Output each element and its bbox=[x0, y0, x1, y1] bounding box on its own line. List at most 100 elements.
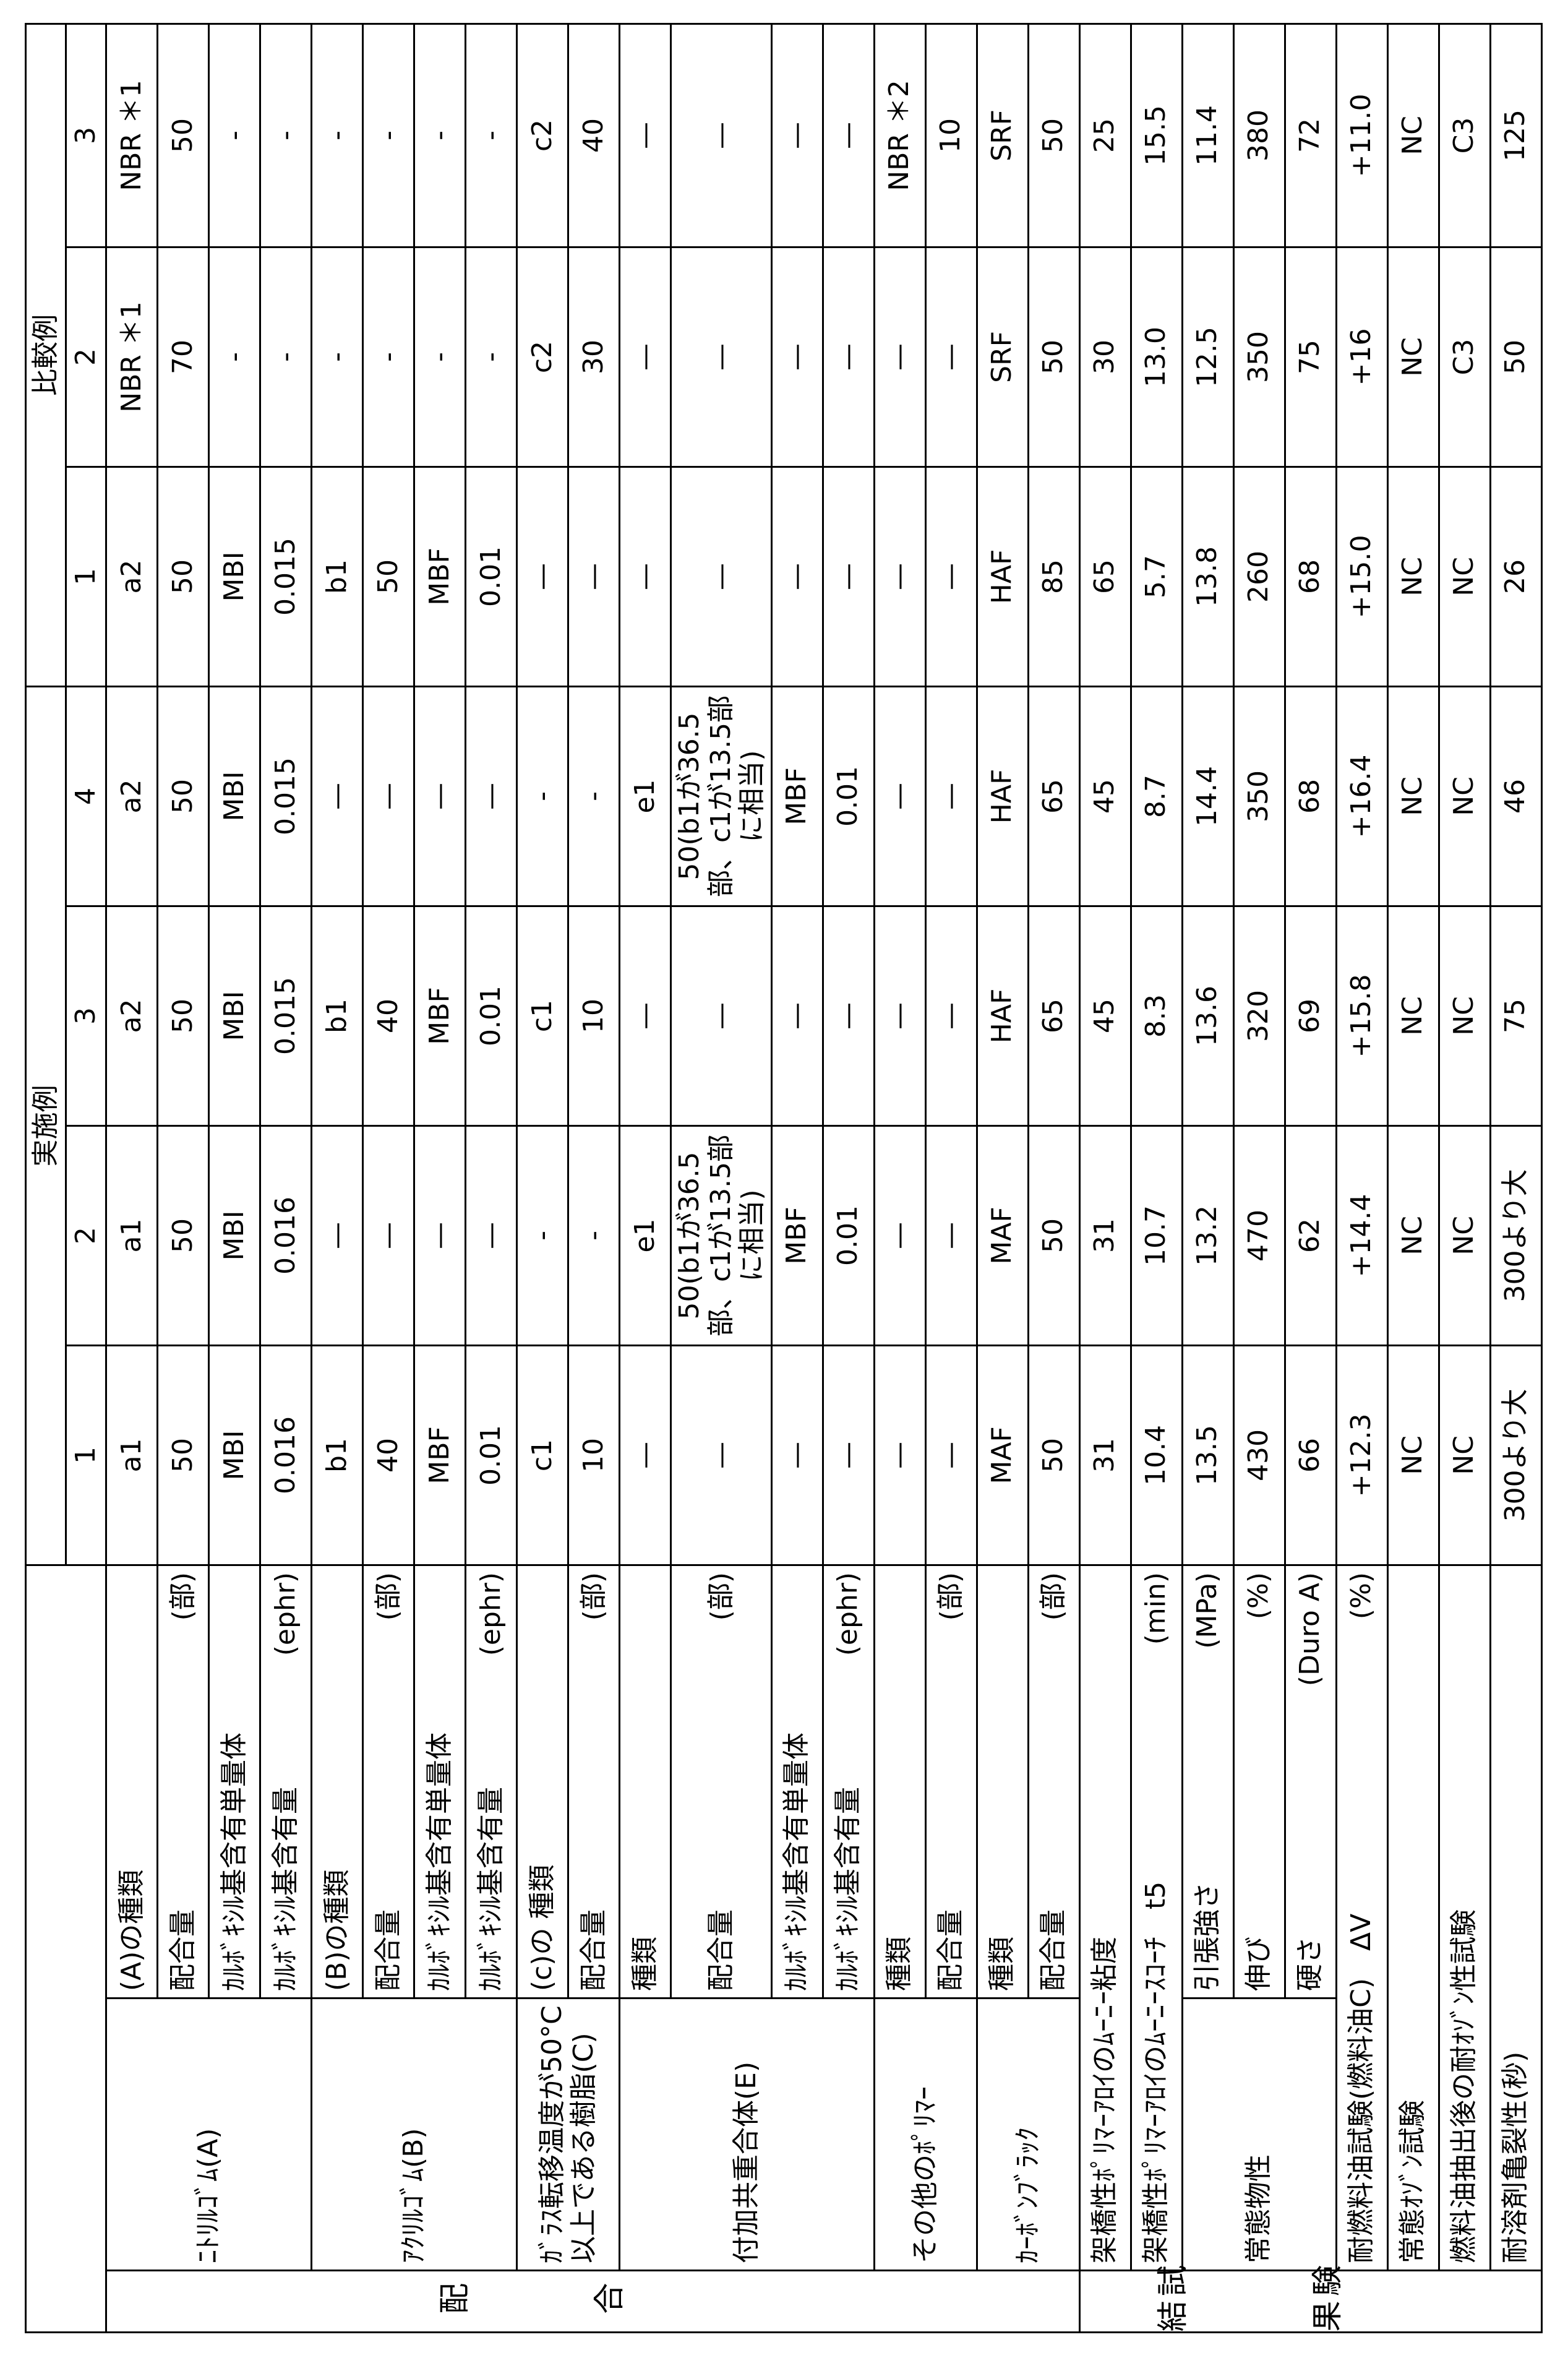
item-text: 配合量 bbox=[1038, 1909, 1069, 1991]
item-text: ｶﾙﾎﾞｷｼﾙ基含有量 bbox=[833, 1787, 864, 1991]
value-cell: NC bbox=[1439, 686, 1490, 906]
comparative-number: 3 bbox=[66, 24, 106, 247]
item-label: ｶﾙﾎﾞｷｼﾙ基含有単量体 bbox=[414, 1565, 466, 1998]
value-cell: 0.01 bbox=[466, 1345, 517, 1565]
value-cell: — bbox=[312, 1125, 363, 1345]
value-cell: 0.01 bbox=[466, 906, 517, 1125]
value-cell: — bbox=[874, 1345, 925, 1565]
value-cell: NBR ＊2 bbox=[874, 24, 925, 247]
item-wrap: 配合量(部) bbox=[578, 1572, 610, 1991]
value-cell: 0.01 bbox=[823, 1125, 874, 1345]
item-wrap: 種類 bbox=[884, 1572, 915, 1991]
value-cell: 13.0 bbox=[1131, 247, 1182, 467]
value-cell: 50 bbox=[158, 686, 209, 906]
item-text: (A)の種類 bbox=[116, 1870, 148, 1991]
value-cell: — bbox=[671, 467, 772, 686]
value-cell: +14.4 bbox=[1336, 1125, 1387, 1345]
value-cell: - bbox=[517, 686, 568, 906]
value-cell: NC bbox=[1387, 1345, 1439, 1565]
item-wrap: 常態ｵｿﾞﾝ試験 bbox=[1397, 1572, 1429, 2263]
value-cell: C3 bbox=[1439, 247, 1490, 467]
item-wrap: 種類 bbox=[987, 1572, 1018, 1991]
group-label: 付加共重合体(E) bbox=[620, 1999, 875, 2271]
value-cell: 13.6 bbox=[1182, 906, 1233, 1125]
corner-cell bbox=[26, 1565, 106, 2332]
value-cell: — bbox=[925, 1125, 977, 1345]
value-cell: 12.5 bbox=[1182, 247, 1233, 467]
value-cell: 50 bbox=[158, 467, 209, 686]
value-cell: 0.015 bbox=[260, 686, 312, 906]
examples-header: 実施例 bbox=[26, 686, 66, 1565]
table-row: 配合ﾆﾄﾘﾙｺﾞﾑ(A)(A)の種類a1a1a2a2a2NBR ＊1NBR ＊1 bbox=[106, 24, 158, 2332]
value-cell: 350 bbox=[1233, 686, 1285, 906]
value-cell: 50(b1が36.5部、c1が13.5部に相当) bbox=[671, 686, 772, 906]
item-label: 架橋性ﾎﾟﾘﾏｰｱﾛｲのﾑｰﾆｰｽｺｰﾁ t5(min) bbox=[1131, 1565, 1182, 2270]
value-cell: NC bbox=[1387, 1125, 1439, 1345]
value-cell: — bbox=[771, 24, 823, 247]
item-text: 伸び bbox=[1243, 1937, 1275, 1991]
value-cell: 0.01 bbox=[466, 467, 517, 686]
item-unit: (ephr) bbox=[270, 1572, 302, 1656]
value-cell: MBI bbox=[209, 906, 260, 1125]
item-text: 引張強さ bbox=[1192, 1882, 1223, 1991]
item-wrap: 種類 bbox=[630, 1572, 661, 1991]
value-cell: 25 bbox=[1079, 24, 1131, 247]
value-cell: 50(b1が36.5部、c1が13.5部に相当) bbox=[671, 1125, 772, 1345]
value-cell: 40 bbox=[363, 1345, 414, 1565]
value-cell: 75 bbox=[1285, 247, 1336, 467]
table-row: ｶﾙﾎﾞｷｼﾙ基含有単量体MBIMBIMBIMBIMBI-- bbox=[209, 24, 260, 2332]
value-cell: 10.7 bbox=[1131, 1125, 1182, 1345]
value-cell: 260 bbox=[1233, 467, 1285, 686]
value-cell: — bbox=[823, 1345, 874, 1565]
table-row: ｶﾙﾎﾞｷｼﾙ基含有量(ephr)—0.01—0.01——— bbox=[823, 24, 874, 2332]
item-label: 燃料油抽出後の耐ｵｿﾞﾝ性試験 bbox=[1439, 1565, 1490, 2270]
value-cell: 45 bbox=[1079, 686, 1131, 906]
table-row: 常態物性引張強さ(MPa)13.513.213.614.413.812.511.… bbox=[1182, 24, 1233, 2332]
item-unit: (%) bbox=[1346, 1572, 1377, 1619]
group-label: ﾆﾄﾘﾙｺﾞﾑ(A) bbox=[106, 1999, 312, 2271]
section-label: 試験結果 bbox=[1079, 2271, 1541, 2333]
table-row: 試験結果架橋性ﾎﾟﾘﾏｰｱﾛｲのﾑｰﾆｰ粘度31314545653025 bbox=[1079, 24, 1131, 2332]
value-cell: - bbox=[466, 247, 517, 467]
item-label: 架橋性ﾎﾟﾘﾏｰｱﾛｲのﾑｰﾆｰ粘度 bbox=[1079, 1565, 1131, 2270]
value-cell: 50 bbox=[158, 1345, 209, 1565]
value-cell: — bbox=[874, 1125, 925, 1345]
item-text: 常態ｵｿﾞﾝ試験 bbox=[1397, 2100, 1429, 2263]
value-cell: — bbox=[568, 467, 620, 686]
value-cell: MBF bbox=[414, 1345, 466, 1565]
table-row: 配合量(部)10-10-—3040 bbox=[568, 24, 620, 2332]
value-cell: 85 bbox=[1028, 467, 1079, 686]
item-text: 種類 bbox=[884, 1937, 915, 1991]
value-cell: — bbox=[620, 247, 671, 467]
item-label: (A)の種類 bbox=[106, 1565, 158, 1998]
value-cell: +15.8 bbox=[1336, 906, 1387, 1125]
value-cell: 10 bbox=[568, 906, 620, 1125]
value-cell: 125 bbox=[1490, 24, 1541, 247]
value-cell: 62 bbox=[1285, 1125, 1336, 1345]
table-row: 配合量(部)50505050507050 bbox=[158, 24, 209, 2332]
group-label: ｶﾞﾗｽ転移温度が50°C以上である樹脂(C) bbox=[517, 1999, 620, 2271]
value-cell: 68 bbox=[1285, 686, 1336, 906]
item-label: 種類 bbox=[977, 1565, 1028, 1998]
value-cell: 30 bbox=[568, 247, 620, 467]
table-row: ｶﾙﾎﾞｷｼﾙ基含有単量体MBF—MBF—MBF-- bbox=[414, 24, 466, 2332]
item-label: 配合量(部) bbox=[925, 1565, 977, 1998]
value-cell: MBI bbox=[209, 467, 260, 686]
value-cell: 50 bbox=[1028, 247, 1079, 467]
value-cell: MBI bbox=[209, 1345, 260, 1565]
value-cell: SRF bbox=[977, 24, 1028, 247]
value-cell: 300より大 bbox=[1490, 1125, 1541, 1345]
value-cell: e1 bbox=[620, 686, 671, 906]
item-label: 耐溶剤亀裂性(秒) bbox=[1490, 1565, 1541, 2270]
item-wrap: ｶﾙﾎﾞｷｼﾙ基含有量(ephr) bbox=[833, 1572, 864, 1991]
item-wrap: 架橋性ﾎﾟﾘﾏｰｱﾛｲのﾑｰﾆｰ粘度 bbox=[1089, 1572, 1121, 2263]
item-unit: (部) bbox=[706, 1572, 737, 1620]
value-cell: — bbox=[414, 1125, 466, 1345]
value-cell: 31 bbox=[1079, 1125, 1131, 1345]
value-cell: 380 bbox=[1233, 24, 1285, 247]
value-cell: — bbox=[517, 467, 568, 686]
value-cell: +11.0 bbox=[1336, 24, 1387, 247]
value-cell: HAF bbox=[977, 467, 1028, 686]
item-text: 配合量 bbox=[578, 1909, 610, 1991]
